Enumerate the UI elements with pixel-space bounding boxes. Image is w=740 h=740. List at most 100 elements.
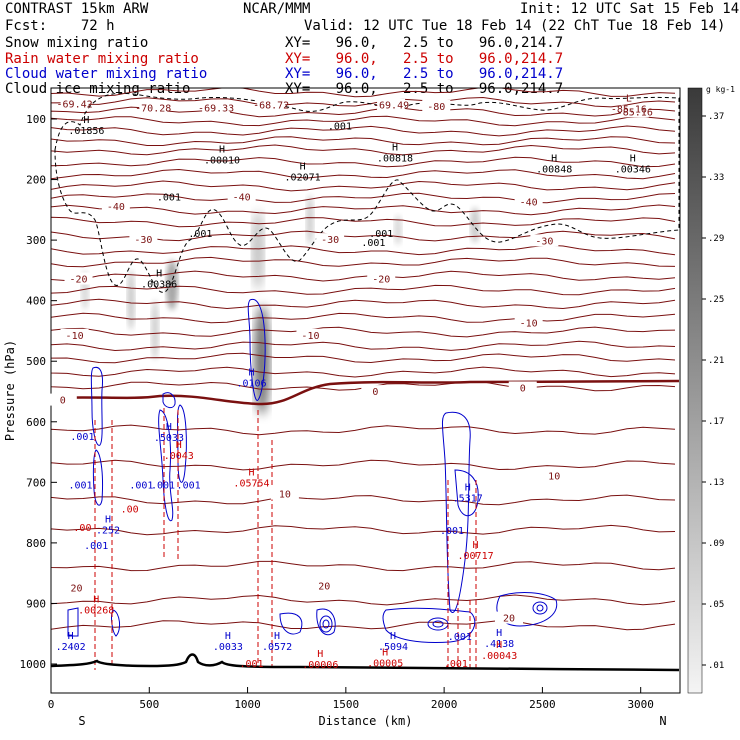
contour-value-label: .001 — [440, 526, 464, 537]
temperature-label: -30 — [321, 235, 339, 246]
temperature-label: -10 — [301, 331, 319, 342]
temperature-label: 0 — [372, 387, 378, 398]
legend-rain-xy: XY= 96.0, 2.5 to 96.0,214.7 — [285, 51, 564, 67]
extremum-value: .0033 — [213, 642, 243, 653]
y-tick-label: 200 — [26, 174, 46, 187]
temp-label-bg — [202, 101, 231, 114]
colorbar-tick-label: .13 — [708, 478, 724, 488]
colorbar-tick-label: .09 — [708, 539, 724, 549]
contour-value-label: .001 — [361, 238, 385, 249]
x-tick-label: 1500 — [333, 698, 360, 711]
x-tick-label: 500 — [139, 698, 159, 711]
isotherm-lines — [51, 88, 676, 631]
contour-value-label: .001 — [70, 432, 94, 443]
temp-label-bg — [62, 581, 91, 594]
contour-value-label: .001 — [157, 193, 181, 204]
extremum-marker: H — [248, 467, 254, 478]
isotherm — [51, 352, 676, 364]
contour-value-label: .001 — [84, 541, 108, 552]
isotherm — [51, 256, 676, 268]
extremum-value: .5033 — [154, 433, 184, 444]
temperature-label: 20 — [71, 583, 83, 594]
y-tick-label: 800 — [26, 537, 46, 550]
extremum-value: .2402 — [56, 642, 86, 653]
extremum-value: .02071 — [285, 172, 321, 183]
extremum-marker: H — [225, 631, 231, 642]
extremum-value: .00717 — [458, 551, 494, 562]
isotherm — [51, 136, 676, 146]
isotherm — [51, 115, 676, 127]
extremum-value: .5094 — [378, 642, 408, 653]
colorbar-tick-label: .29 — [708, 234, 724, 244]
contour-value-label: .001 — [444, 659, 468, 670]
south-label: S — [78, 714, 85, 728]
contour-value-label: .00 — [73, 523, 91, 534]
extremum-value: .00818 — [377, 154, 413, 165]
x-tick-label: 3000 — [627, 698, 654, 711]
contour-value-label: .00 — [121, 505, 139, 516]
rain-water-contours — [94, 408, 477, 670]
temp-label-bg — [227, 190, 256, 203]
temp-label-bg — [620, 105, 649, 118]
colorbar — [687, 87, 703, 694]
extremum-value: .00848 — [536, 165, 572, 176]
extremum-marker: H — [300, 161, 306, 172]
isotherm — [51, 216, 676, 228]
colorbar-tick-label: .33 — [708, 173, 724, 183]
contour-value-label: .001 — [129, 480, 153, 491]
temp-label-bg — [377, 98, 406, 111]
extremum-marker: H — [176, 440, 182, 451]
y-tick-label: 700 — [26, 476, 46, 489]
extremum-value: -85.16 — [611, 105, 647, 116]
extremum-value: .252 — [96, 526, 120, 537]
temp-label-bg — [296, 328, 325, 341]
extremum-value: .00346 — [615, 165, 651, 176]
isotherm — [51, 284, 676, 296]
temp-label-bg — [508, 381, 537, 394]
temperature-label: -30 — [134, 235, 152, 246]
cloud-ice-contour — [54, 92, 680, 293]
isotherm — [51, 144, 676, 156]
temperature-label: -40 — [520, 198, 538, 209]
temperature-label: -85.16 — [617, 107, 653, 118]
x-tick-label: 1000 — [234, 698, 261, 711]
temp-label-bg — [60, 328, 89, 341]
north-label: N — [659, 714, 666, 728]
temperature-label: -20 — [69, 274, 87, 285]
temp-label-bg — [270, 487, 299, 500]
y-tick-label: 600 — [26, 416, 46, 429]
temperature-label: -69.49 — [373, 101, 409, 112]
isotherm — [51, 312, 676, 324]
temperature-label: -40 — [233, 193, 251, 204]
y-tick-label: 100 — [26, 113, 46, 126]
extremum-marker: H — [390, 631, 396, 642]
extremum-marker: H — [68, 631, 74, 642]
temp-label-bg — [64, 272, 93, 285]
valid-time: Valid: 12 UTC Tue 18 Feb 14 (22 ChT Tue … — [304, 18, 726, 34]
plot-frame — [50, 87, 681, 694]
isotherm — [51, 125, 676, 137]
legend-cloud-water: Cloud water mixing ratio — [5, 66, 208, 82]
cloud-water-contours — [67, 298, 558, 643]
isotherm — [51, 340, 676, 352]
extremum-marker: H — [496, 640, 502, 651]
temperature-label: 10 — [279, 489, 291, 500]
temp-label-bg — [540, 469, 569, 482]
extremum-marker: H — [392, 143, 398, 154]
temp-label-bg — [361, 385, 390, 398]
temperature-label: -20 — [372, 274, 390, 285]
isotherm — [51, 168, 676, 180]
extremum-value: .00043 — [481, 651, 517, 662]
colorbar-tick-label: .17 — [708, 417, 724, 427]
x-axis-label: Distance (km) — [319, 714, 413, 728]
temp-label-bg — [139, 101, 168, 114]
x-tick-label: 0 — [48, 698, 55, 711]
colorbar-tick-label: .05 — [708, 600, 724, 610]
temperature-label: -10 — [66, 331, 84, 342]
temperature-label: -69.33 — [198, 104, 234, 115]
y-tick-label: 300 — [26, 234, 46, 247]
temp-label-bg — [129, 233, 158, 246]
terrain-line — [50, 653, 680, 672]
temperature-label: 20 — [318, 581, 330, 592]
